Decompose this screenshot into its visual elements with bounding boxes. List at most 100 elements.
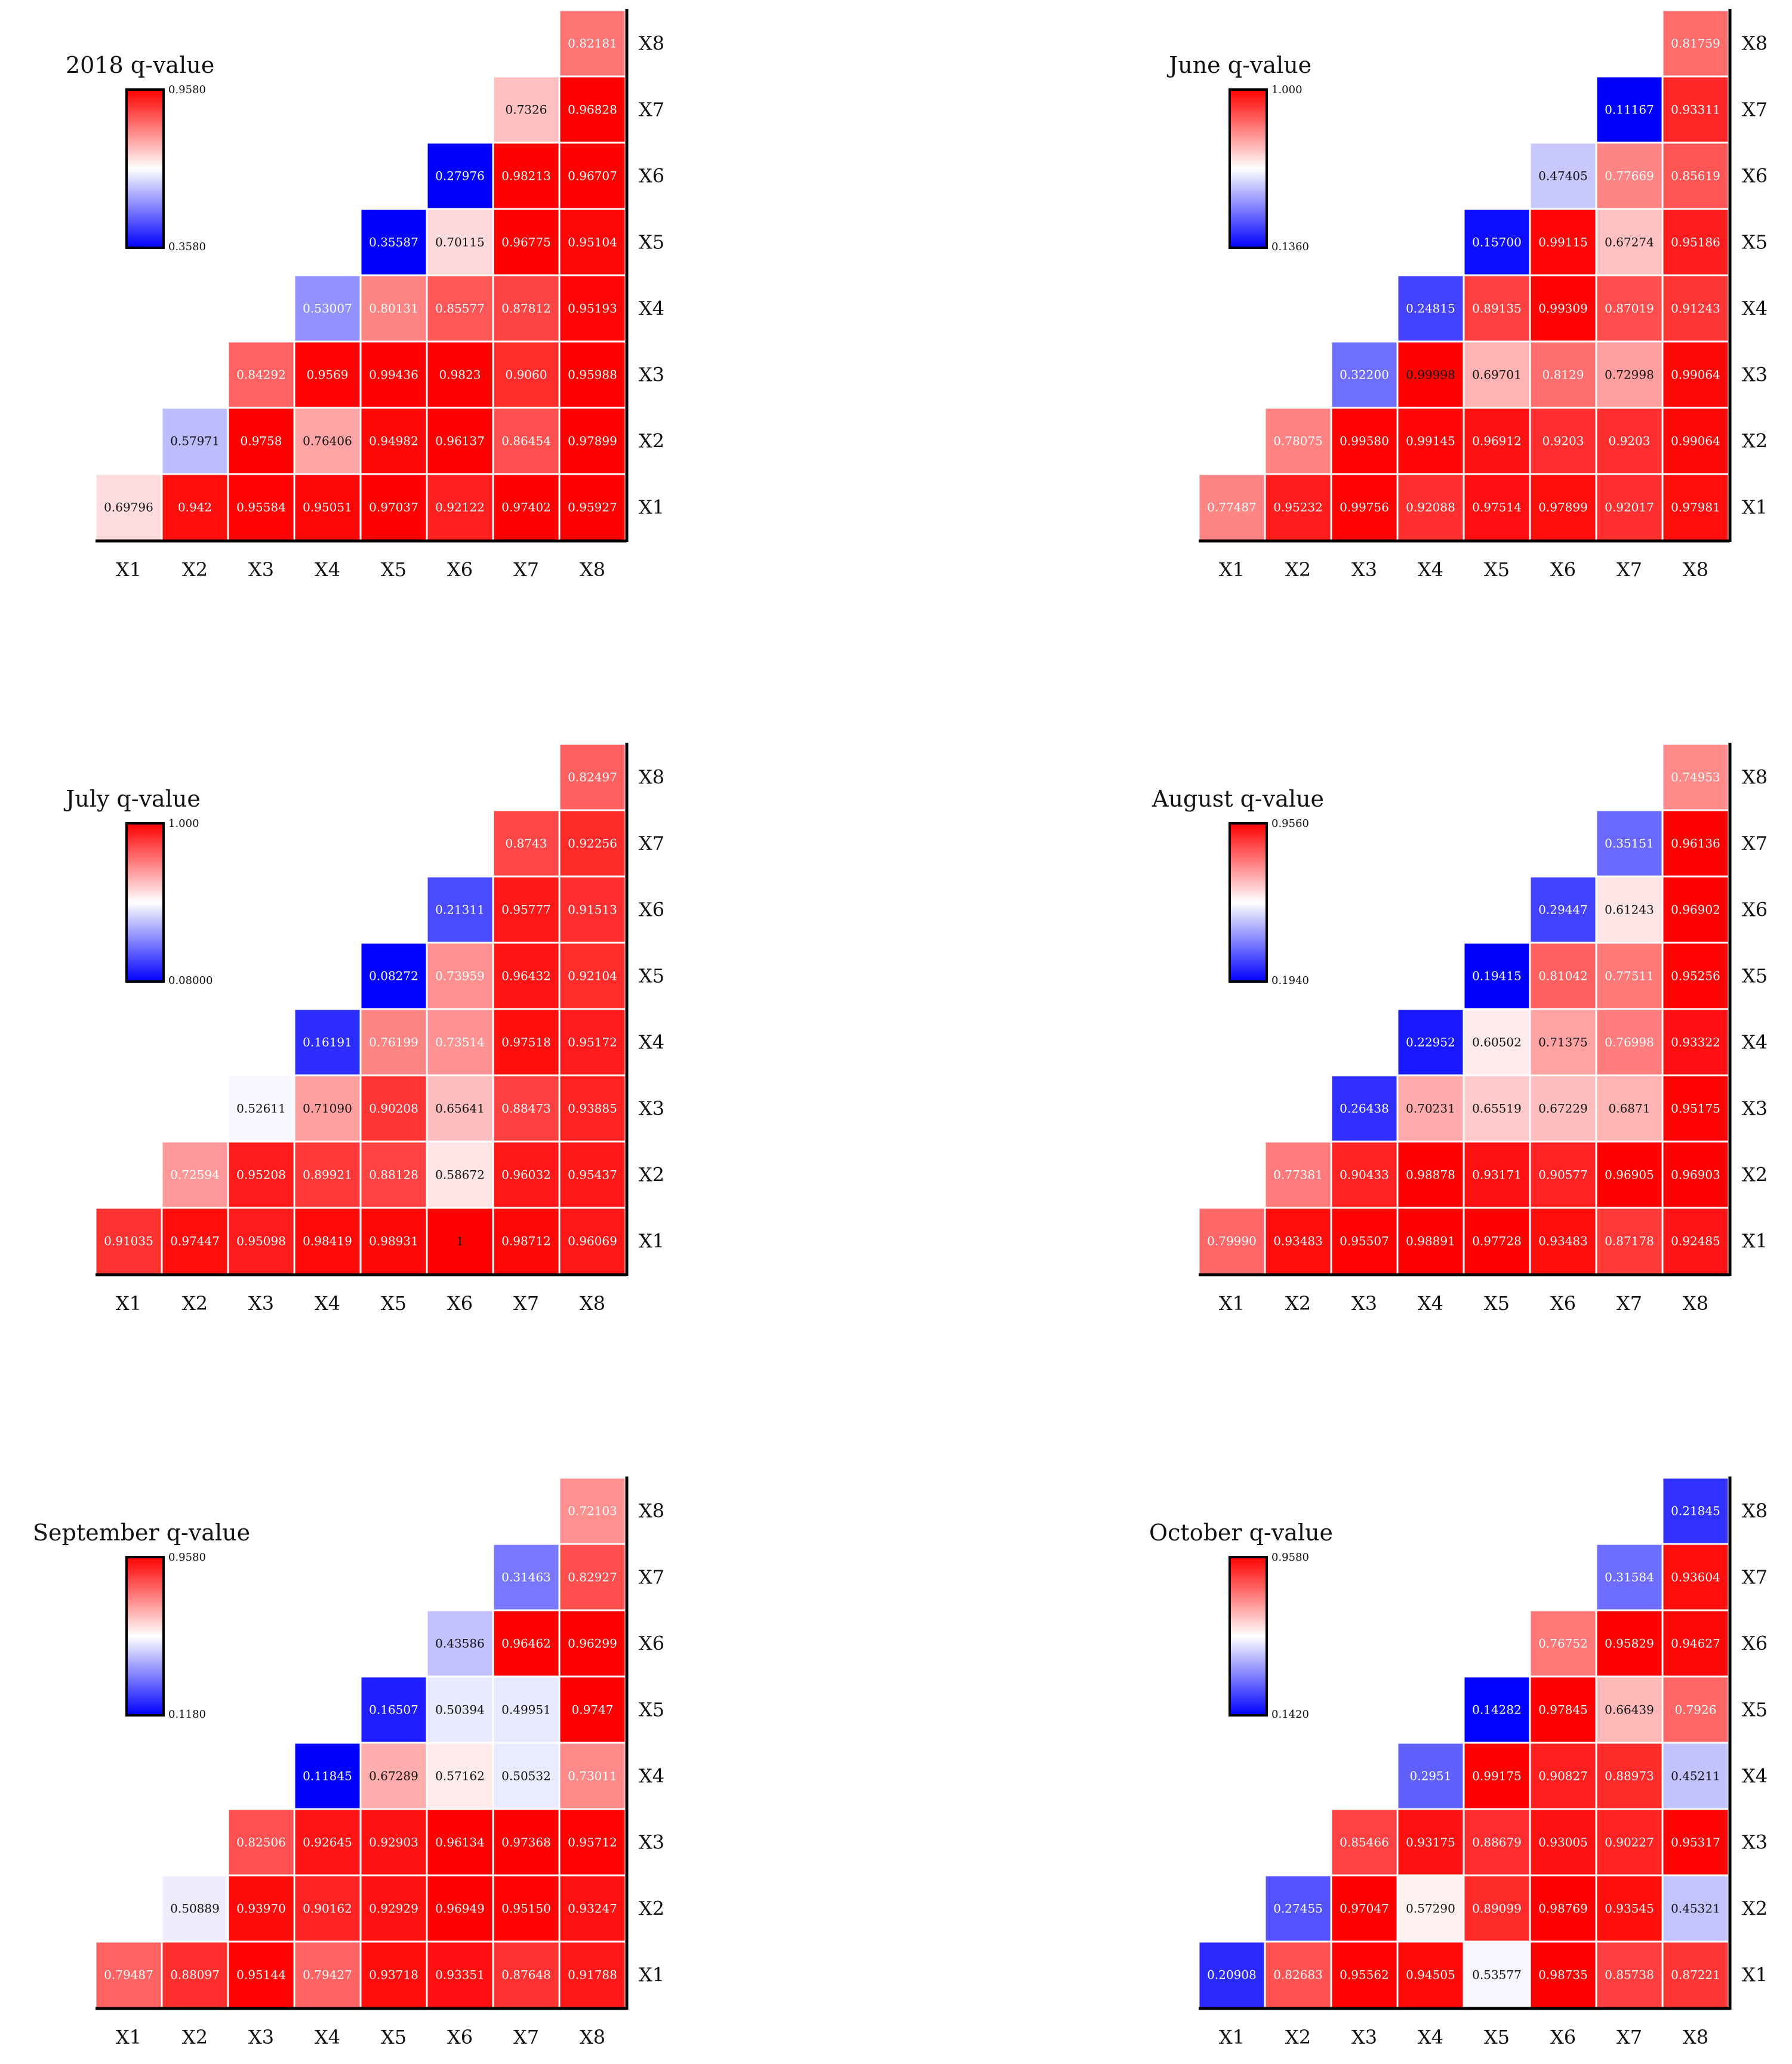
heatmap-cell [1529,875,1597,944]
cell-value-label: 0.99115 [1538,235,1588,250]
heatmap-cell [558,1543,627,1611]
cell-value-label: 0.84292 [236,368,286,382]
cell-value-label: 0.90827 [1538,1769,1588,1783]
cell-value-label: 0.97728 [1472,1234,1522,1248]
heatmap-cell [1462,942,1531,1010]
cell-value-label: 0.95829 [1605,1637,1654,1651]
cell-value-label: 0.98735 [1538,1968,1588,1982]
heatmap-cell [1330,407,1399,475]
heatmap-cell [558,942,627,1010]
cell-value-label: 0.94627 [1671,1637,1720,1651]
heatmap-cell [1462,1808,1531,1877]
cell-value-label: 0.69701 [1472,368,1522,382]
heatmap-cell [1330,1140,1399,1209]
y-tick-label: X7 [1742,99,1768,121]
cell-value-label: 0.21311 [435,903,485,917]
heatmap-cell [558,1074,627,1143]
cell-value-label: 0.22952 [1406,1035,1455,1050]
cell-value-label: 0.96902 [1671,903,1720,917]
cell-value-label: 0.78075 [1273,434,1323,448]
cell-value-label: 0.93175 [1406,1835,1455,1850]
heatmap-cell [161,407,229,475]
x-tick-label: X5 [381,2026,407,2048]
cell-value-label: 0.79990 [1207,1234,1257,1248]
heatmap-cell [1595,1207,1664,1275]
cell-value-label: 0.24815 [1406,302,1455,316]
cell-value-label: 0.92017 [1605,500,1654,515]
cell-value-label: 0.77511 [1605,969,1654,983]
x-tick-label: X6 [447,2026,473,2048]
cell-value-label: 0.43586 [435,1637,485,1651]
cell-value-label: 0.57290 [1406,1902,1455,1916]
heatmap-cell [359,1140,428,1209]
cell-value-label: 0.87812 [501,302,551,316]
heatmap-cell [1595,274,1664,343]
heatmap-cell [1462,407,1531,475]
cell-value-label: 0.95437 [568,1168,617,1182]
cell-value-label: 0.942 [178,500,212,515]
panel-title: August q-value [1151,786,1324,812]
cell-value-label: 0.96432 [501,969,551,983]
cell-value-label: 0.93311 [1671,103,1720,117]
heatmap-panel-6: October q-value 0.9580 0.1420 0.20908 0.8268… [1149,1477,1768,2048]
y-tick-label: X5 [639,965,664,988]
cell-value-label: 0.93483 [1538,1234,1588,1248]
heatmap-cell [558,1675,627,1744]
cell-value-label: 0.71375 [1538,1035,1588,1050]
heatmap-cell [1661,473,1730,542]
cell-value-label: 0.27455 [1273,1902,1323,1916]
cell-value-label: 0.81759 [1671,36,1720,51]
cell-value-label: 0.96828 [568,103,617,117]
cell-value-label: 0.71090 [303,1102,352,1116]
heatmap-cell [426,1874,494,1943]
cell-value-label: 0.57162 [435,1769,485,1783]
heatmap-cell [1529,208,1597,276]
heatmap-cell [1661,1074,1730,1143]
x-tick-label: X7 [1617,1292,1642,1315]
cell-value-label: 0.60502 [1472,1035,1522,1050]
heatmap-cell [1462,1074,1531,1143]
cell-value-label: 0.95208 [236,1168,286,1182]
heatmap-cell [558,473,627,542]
y-tick-label: X2 [639,1897,664,1920]
x-tick-label: X1 [116,1292,141,1315]
heatmap-cell [1595,1675,1664,1744]
cell-value-label: 0.99175 [1472,1769,1522,1783]
x-tick-label: X6 [447,558,473,581]
heatmap-cell [492,1074,561,1143]
cell-value-label: 0.20908 [1207,1968,1257,1982]
x-tick-label: X3 [248,558,274,581]
cell-value-label: 0.93970 [236,1902,286,1916]
heatmap-cell [492,208,561,276]
heatmap-cell [293,1742,362,1810]
cell-value-label: 0.7926 [1675,1703,1717,1717]
y-tick-label: X7 [1742,832,1768,855]
colorbar [1228,1556,1268,1717]
heatmap-cell [1396,1008,1465,1076]
heatmap-cell [426,1609,494,1678]
cell-value-label: 0.97899 [1538,500,1588,515]
heatmap-cell [1462,1940,1531,2009]
y-tick-label: X3 [1742,1831,1768,1854]
cell-value-label: 0.11845 [303,1769,352,1783]
y-tick-label: X8 [1742,766,1768,789]
cell-value-label: 0.9569 [307,368,349,382]
cell-value-label: 0.98931 [369,1234,418,1248]
panel-title: July q-value [63,786,201,812]
heatmap-cell [492,942,561,1010]
cell-value-label: 0.97037 [369,500,418,515]
heatmap-cell [359,340,428,409]
heatmap-cell [492,75,561,144]
cell-value-label: 1 [456,1234,464,1248]
heatmap-cell [1462,1675,1531,1744]
cell-value-label: 0.95562 [1340,1968,1389,1982]
heatmap-cell [1529,1742,1597,1810]
x-tick-label: X2 [1285,558,1311,581]
colorbar [125,822,165,983]
x-tick-label: X1 [116,2026,141,2048]
cell-value-label: 0.95104 [568,235,617,250]
heatmap-cell [293,340,362,409]
cell-value-label: 0.86454 [501,434,551,448]
y-tick-label: X7 [639,99,664,121]
cell-value-label: 0.52611 [236,1102,286,1116]
